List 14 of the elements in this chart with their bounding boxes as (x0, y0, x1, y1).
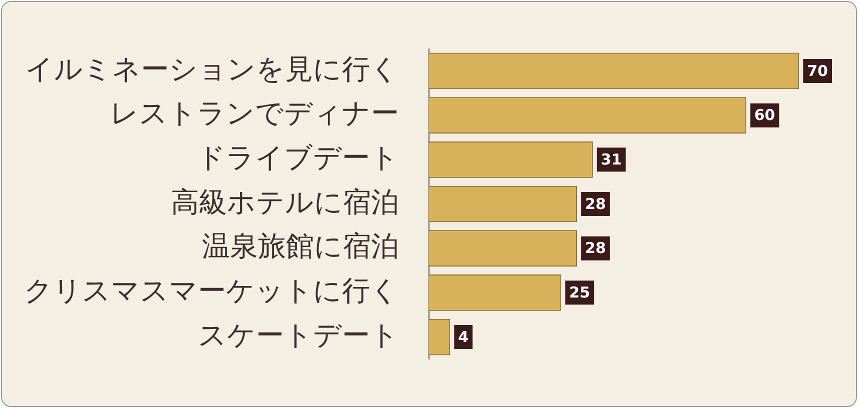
data-label: 60 (754, 106, 776, 124)
data-label: 25 (569, 284, 590, 302)
data-label: 28 (585, 239, 606, 258)
y-tick-label: クリスマスマーケットに行く (24, 274, 399, 307)
y-tick-label: 高級ホテルに宿泊 (171, 185, 399, 218)
y-tick-label: ドライブデート (197, 140, 399, 174)
data-label: 28 (585, 194, 606, 213)
y-tick-label: 温泉旅館に宿泊 (202, 230, 399, 263)
data-label: 4 (458, 328, 469, 346)
data-label: 31 (600, 150, 622, 169)
y-tick-label: レストランでディナー (110, 96, 399, 130)
y-tick-label: スケートデート (198, 318, 399, 352)
data-label: 70 (807, 62, 828, 80)
y-tick-label: イルミネーションを見に行く (25, 52, 399, 86)
